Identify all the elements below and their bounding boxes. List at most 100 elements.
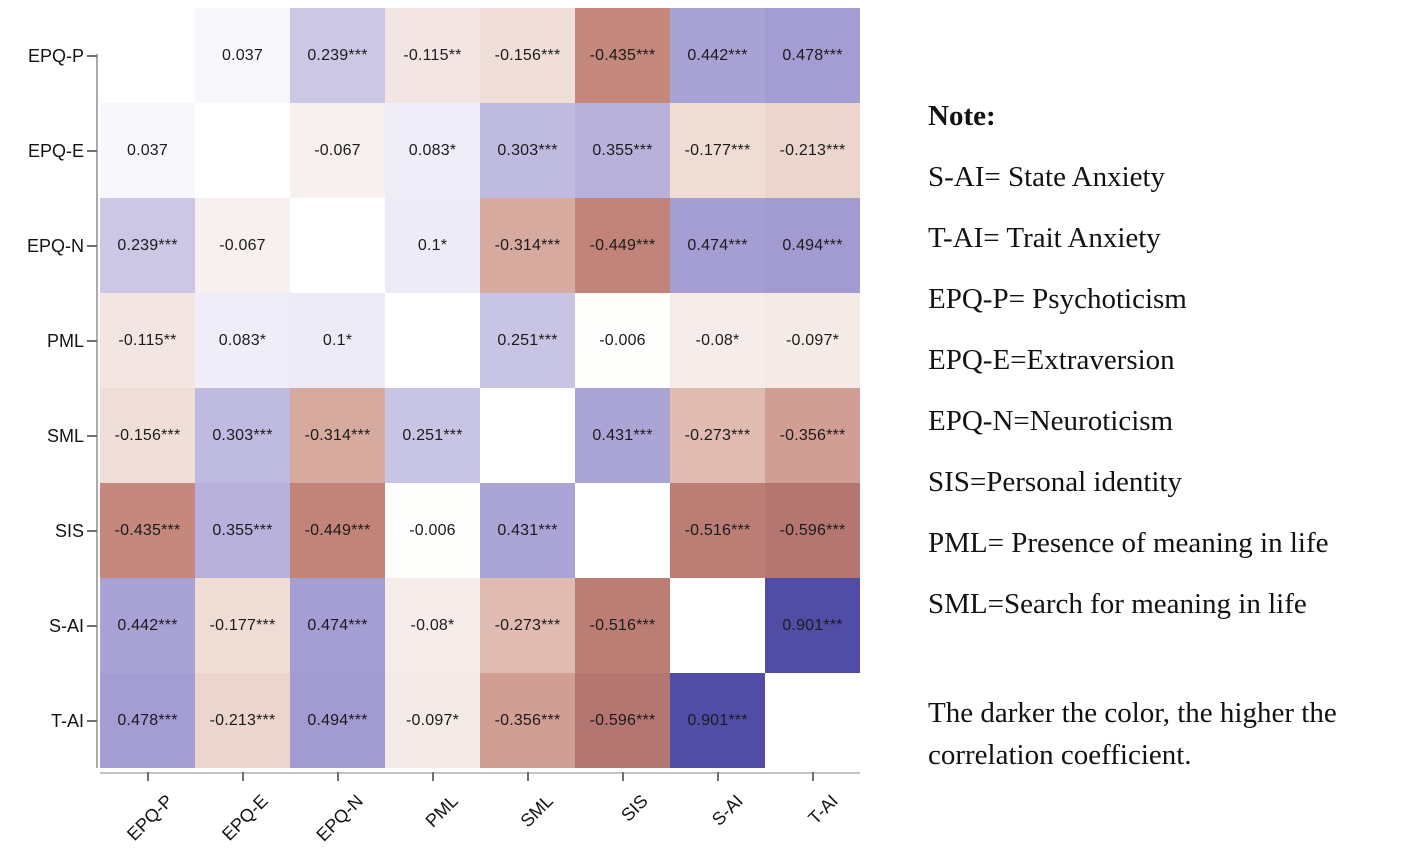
heatmap-cell: -0.067 [290,103,385,198]
heatmap-cell: -0.115** [100,293,195,388]
y-axis-tick [87,54,97,57]
heatmap-grid: 0.037 0.239*** -0.115** -0.156*** -0.435*** 0… [100,8,860,768]
y-axis-tick [87,149,97,152]
heatmap-cell: -0.213*** [765,103,860,198]
heatmap-cell: 0.239*** [290,8,385,103]
heatmap-cell [765,673,860,768]
heatmap-cell: 0.474*** [290,578,385,673]
x-axis-line [100,772,860,774]
heatmap-cell: 0.474*** [670,198,765,293]
heatmap-cell: -0.435*** [100,483,195,578]
heatmap-cell: -0.156*** [100,388,195,483]
y-axis-label: S-AI [48,615,84,636]
heatmap-cell [480,388,575,483]
heatmap-cell: 0.901*** [765,578,860,673]
note-line: SIS=Personal identity [928,466,1182,498]
x-axis-label: EPQ-N [311,790,367,846]
heatmap-cell: -0.435*** [575,8,670,103]
x-axis-tick [811,772,814,781]
heatmap-cell: -0.516*** [575,578,670,673]
heatmap-cell: 0.1* [385,198,480,293]
heatmap-cell: 0.431*** [480,483,575,578]
heatmap-cell: -0.596*** [575,673,670,768]
heatmap-cell: 0.083* [385,103,480,198]
x-axis-tick [146,772,149,781]
heatmap-cell: -0.115** [385,8,480,103]
heatmap-cell: -0.596*** [765,483,860,578]
x-axis-tick [241,772,244,781]
x-axis-tick [526,772,529,781]
heatmap-cell: -0.097* [385,673,480,768]
y-axis-label: PML [46,330,84,351]
heatmap-cell: -0.006 [385,483,480,578]
x-axis-label: S-AI [707,790,747,830]
heatmap-cell: -0.516*** [670,483,765,578]
y-axis-tick [87,434,97,437]
heatmap-cell: -0.273*** [480,578,575,673]
y-axis-tick [87,244,97,247]
heatmap-cell: 0.355*** [195,483,290,578]
heatmap-cell: 0.251*** [385,388,480,483]
heatmap-cell [195,103,290,198]
heatmap-cell: -0.314*** [290,388,385,483]
x-axis-tick [431,772,434,781]
heatmap-cell: 0.478*** [765,8,860,103]
heatmap-cell: -0.273*** [670,388,765,483]
x-axis-label: EPQ-E [217,790,272,845]
heatmap-cell: 0.037 [100,103,195,198]
heatmap-cell: 0.303*** [480,103,575,198]
note-line: EPQ-N=Neuroticism [928,405,1174,437]
y-axis-tick [87,529,97,532]
x-axis-label: PML [421,790,462,832]
heatmap-cell: 0.239*** [100,198,195,293]
y-axis-tick [87,624,97,627]
heatmap-cell: -0.067 [195,198,290,293]
y-axis-tick [87,339,97,342]
heatmap-cell: -0.449*** [575,198,670,293]
heatmap-cell: -0.177*** [670,103,765,198]
heatmap-cell [290,198,385,293]
heatmap-cell: -0.449*** [290,483,385,578]
y-axis-line [96,54,98,768]
note-line: S-AI= State Anxiety [928,161,1166,193]
heatmap-cell [385,293,480,388]
heatmap-cell [670,578,765,673]
note-line: T-AI= Trait Anxiety [928,222,1161,254]
y-axis-tick [87,719,97,722]
y-axis-label: EPQ-P [27,45,84,66]
x-axis-tick [336,772,339,781]
heatmap-cell: 0.037 [195,8,290,103]
heatmap-cell: -0.08* [670,293,765,388]
heatmap-cell: 0.494*** [765,198,860,293]
x-axis-label: T-AI [803,790,842,829]
heatmap-cell: -0.356*** [480,673,575,768]
note-line: EPQ-E=Extraversion [928,344,1175,376]
x-axis-label: SIS [616,790,652,826]
heatmap-cell: 0.442*** [100,578,195,673]
heatmap-cell: 0.442*** [670,8,765,103]
heatmap-cell: -0.177*** [195,578,290,673]
note-definitions: S-AI= State Anxiety T-AI= Trait Anxiety EP… [928,147,1418,635]
heatmap-cell: 0.431*** [575,388,670,483]
heatmap-cell: -0.314*** [480,198,575,293]
heatmap-cell: -0.213*** [195,673,290,768]
y-axis-label: EPQ-N [26,235,84,256]
note-line: PML= Presence of meaning in life [928,527,1329,559]
heatmap-cell [100,8,195,103]
note-heading: Note: [928,100,996,132]
note-panel: Note: S-AI= State Anxiety T-AI= Trait Anx… [928,86,1418,776]
y-axis-label: SML [46,425,84,446]
note-line: EPQ-P= Psychoticism [928,283,1187,315]
y-axis-label: EPQ-E [27,140,84,161]
note-footer: The darker the color, the higher the cor… [928,697,1337,771]
heatmap-cell: 0.901*** [670,673,765,768]
heatmap-cell: 0.355*** [575,103,670,198]
note-line: SML=Search for meaning in life [928,588,1307,620]
y-axis-label: T-AI [50,710,84,731]
heatmap-cell: 0.494*** [290,673,385,768]
heatmap-cell: -0.356*** [765,388,860,483]
heatmap-cell: -0.08* [385,578,480,673]
heatmap-cell: 0.251*** [480,293,575,388]
x-axis-label: SML [516,790,557,832]
